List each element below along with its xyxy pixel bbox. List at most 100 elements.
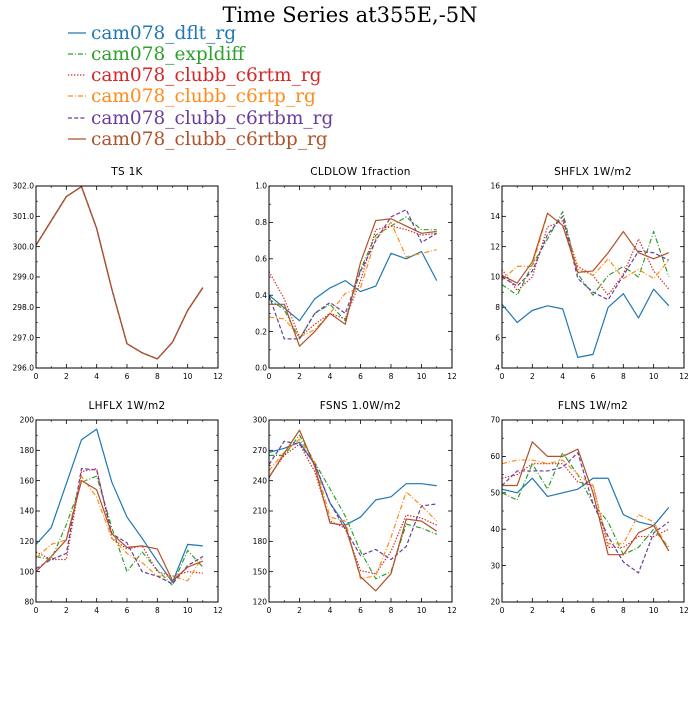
x-tick-label: 4 (94, 606, 99, 615)
y-tick-label: 40 (490, 525, 500, 534)
y-tick-label: 10 (490, 273, 500, 282)
series-line (268, 429, 438, 592)
y-tick-label: 1.0 (255, 182, 267, 191)
legend-label: cam078_clubb_c6rtm_rg (91, 65, 322, 86)
y-tick-label: 80 (24, 598, 34, 607)
series-line (501, 459, 670, 552)
plot-frame (35, 185, 219, 369)
x-tick-label: 0 (500, 606, 505, 615)
chart-panel: CLDLOW 1fraction 0 2 4 6 8 10 12 0.0 0.2 0.4 0.6 0.8… (255, 166, 457, 381)
y-tick-label: 0.0 (255, 364, 267, 373)
series-line (268, 440, 437, 561)
plot-frame (268, 185, 453, 369)
y-tick-label: 20 (490, 598, 500, 607)
x-tick-label: 12 (679, 372, 689, 381)
series-line (35, 186, 204, 360)
x-tick-label: 8 (621, 372, 626, 381)
x-tick-label: 12 (213, 372, 223, 381)
series-line (35, 475, 204, 586)
x-tick-label: 10 (417, 372, 427, 381)
y-tick-label: 12 (490, 242, 500, 251)
series-line (269, 434, 437, 580)
y-tick-label: 120 (253, 598, 268, 607)
y-tick-label: 298.0 (13, 303, 35, 312)
y-tick-label: 300 (253, 416, 268, 425)
y-tick-label: 296.0 (13, 364, 35, 373)
chart-panel: SHFLX 1W/m2 0 2 4 6 8 10 12 4 6 8 10 12 14 16 (490, 166, 689, 381)
x-tick-label: 10 (649, 606, 659, 615)
panel-title: FSNS 1.0W/m2 (320, 400, 402, 412)
x-tick-label: 2 (297, 606, 302, 615)
series-line (268, 250, 438, 322)
legend: cam078_dflt_rg cam078_expldiff cam078_cl… (68, 23, 334, 150)
y-tick-label: 210 (253, 507, 268, 516)
x-tick-label: 6 (591, 606, 596, 615)
series-line (501, 212, 670, 284)
y-tick-label: 70 (490, 416, 500, 425)
x-tick-label: 12 (213, 606, 223, 615)
y-tick-label: 30 (490, 561, 500, 570)
figure-title: Time Series at355E,-5N (222, 3, 477, 27)
x-tick-label: 8 (389, 606, 394, 615)
chart-panel: FLNS 1W/m2 0 2 4 6 8 10 12 20 30 40 50 60 70 (490, 400, 689, 615)
legend-entry: cam078_dflt_rg (68, 23, 236, 44)
y-tick-label: 240 (253, 476, 268, 485)
series-line (502, 441, 670, 556)
series-line (268, 441, 437, 526)
y-tick-label: 0.6 (255, 255, 267, 264)
x-tick-label: 0 (267, 606, 272, 615)
series-line (501, 211, 670, 296)
x-tick-label: 8 (389, 372, 394, 381)
series-line (35, 467, 204, 585)
x-tick-label: 2 (297, 372, 302, 381)
x-tick-label: 2 (64, 372, 69, 381)
y-tick-label: 300.0 (13, 242, 35, 251)
x-tick-label: 10 (649, 372, 659, 381)
legend-entry: cam078_expldiff (68, 44, 246, 65)
chart-panel: TS 1K 0 2 4 6 8 10 12 296.0 297.0 298.0 299.0 300.0 3… (13, 166, 223, 381)
panel-title: SHFLX 1W/m2 (554, 166, 632, 178)
series-line (501, 463, 670, 549)
x-tick-label: 8 (621, 606, 626, 615)
plot-frame (501, 419, 685, 603)
series-line (35, 480, 204, 582)
series-line (35, 186, 204, 360)
y-tick-label: 4 (495, 364, 500, 373)
y-tick-label: 180 (20, 446, 35, 455)
x-tick-label: 4 (560, 372, 565, 381)
y-tick-label: 302.0 (13, 182, 35, 191)
x-tick-label: 0 (34, 606, 39, 615)
x-tick-label: 10 (183, 372, 193, 381)
y-tick-label: 0.2 (255, 327, 267, 336)
y-tick-label: 50 (490, 489, 500, 498)
series-line (268, 225, 437, 338)
legend-label: cam078_clubb_c6rtp_rg (91, 86, 316, 107)
legend-entry: cam078_clubb_c6rtp_rg (68, 86, 316, 107)
x-tick-label: 4 (94, 372, 99, 381)
x-tick-label: 6 (358, 372, 363, 381)
x-tick-label: 4 (328, 372, 333, 381)
x-tick-label: 10 (417, 606, 427, 615)
x-tick-label: 2 (530, 606, 535, 615)
series-line (268, 443, 438, 575)
x-tick-label: 0 (500, 372, 505, 381)
legend-entry: cam078_clubb_c6rtbm_rg (68, 108, 334, 129)
series-line (268, 438, 438, 580)
y-tick-label: 100 (20, 567, 35, 576)
x-tick-label: 4 (560, 606, 565, 615)
legend-label: cam078_clubb_c6rtbm_rg (91, 108, 334, 129)
series-line (501, 452, 670, 574)
series-line (35, 467, 203, 577)
y-tick-label: 180 (253, 537, 268, 546)
y-tick-label: 14 (490, 212, 500, 221)
x-tick-label: 6 (591, 372, 596, 381)
x-tick-label: 6 (125, 372, 130, 381)
y-tick-label: 160 (20, 476, 35, 485)
chart-panel: FSNS 1.0W/m2 0 2 4 6 8 10 12 120 150 180 210 240 270 3… (253, 400, 457, 615)
x-tick-label: 8 (155, 606, 160, 615)
plot-frame (268, 419, 453, 603)
x-tick-label: 10 (183, 606, 193, 615)
y-tick-label: 60 (490, 452, 500, 461)
y-tick-label: 8 (495, 303, 500, 312)
